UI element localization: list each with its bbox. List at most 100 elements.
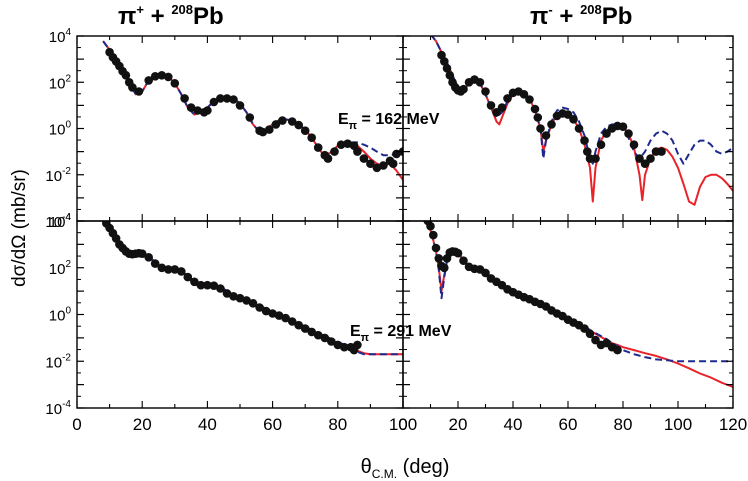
x-tick-label: 20: [133, 415, 152, 434]
y-tick-label: 104: [49, 27, 72, 46]
calc-curve-blue-dashed: [402, 353, 403, 355]
data-point: [196, 280, 206, 290]
y-tick-label: 10-4: [45, 212, 71, 231]
calc-curve-blue-dashed: [430, 36, 733, 165]
data-point: [580, 324, 589, 333]
data-point: [180, 94, 189, 103]
data-point: [353, 340, 362, 350]
data-point: [618, 122, 628, 131]
data-point: [190, 277, 199, 287]
data-point: [503, 94, 512, 103]
data-point: [646, 154, 655, 163]
data-point: [343, 139, 352, 148]
y-tick-label: 100: [49, 120, 72, 139]
data-point: [585, 329, 595, 339]
data-point: [629, 140, 639, 149]
data-point: [203, 280, 212, 290]
data-point: [216, 94, 225, 103]
data-point: [541, 131, 551, 140]
data-point: [336, 140, 346, 149]
y-tick-label: 102: [49, 259, 72, 278]
data-point: [388, 159, 398, 168]
data-point: [635, 154, 644, 163]
data-point: [164, 72, 173, 82]
data-point: [313, 330, 323, 340]
calc-curve-red: [426, 221, 733, 388]
data-point: [150, 259, 160, 268]
data-point: [569, 115, 578, 124]
data-point: [333, 340, 343, 350]
x-tick-label: 100: [664, 415, 692, 434]
data-point: [157, 71, 167, 80]
data-point: [429, 230, 438, 240]
data-point: [265, 125, 274, 134]
data-point: [164, 265, 173, 274]
data-point: [533, 113, 543, 122]
data-point: [574, 124, 584, 133]
data-point: [583, 147, 592, 156]
data-point: [640, 159, 650, 168]
data-point: [379, 161, 388, 170]
x-tick-label: 20: [449, 415, 468, 434]
data-point: [425, 143, 434, 152]
calc-curve-blue-dashed: [426, 221, 733, 363]
data-point: [294, 320, 304, 330]
data-point: [340, 342, 349, 352]
calc-curve-red: [402, 178, 403, 180]
y-tick-label: 104: [49, 212, 72, 231]
data-point: [287, 117, 297, 126]
data-point: [459, 84, 468, 94]
data-point: [177, 267, 186, 276]
data-point: [412, 140, 421, 149]
data-point: [426, 221, 435, 231]
data-point: [591, 154, 600, 163]
data-point: [258, 127, 268, 137]
data-point: [216, 284, 225, 293]
data-point: [157, 263, 167, 273]
data-point: [431, 243, 441, 253]
data-point: [222, 94, 232, 103]
plot-area: [430, 36, 733, 206]
data-point: [300, 324, 310, 333]
x-tick-label: 80: [328, 415, 347, 434]
data-point: [248, 299, 258, 308]
data-point: [327, 337, 336, 346]
y-tick-label: 10-4: [45, 399, 71, 418]
data-point: [245, 113, 255, 122]
data-point: [486, 101, 496, 110]
calc-curve-blue-dashed: [102, 40, 403, 157]
data-point: [434, 254, 444, 263]
data-point: [144, 252, 153, 262]
data-point: [281, 313, 290, 323]
data-point: [229, 292, 238, 301]
data-point: [170, 79, 180, 88]
data-point: [209, 281, 219, 291]
data-point: [209, 97, 219, 107]
y-axis-label: dσ/dΩ (mb/sr): [9, 169, 30, 287]
data-point: [475, 78, 485, 87]
calc-curve-blue-dashed: [402, 151, 403, 153]
data-point: [313, 143, 323, 152]
data-point: [255, 303, 264, 312]
x-tick-label: 60: [263, 415, 282, 434]
data-point: [405, 143, 414, 152]
data-point: [442, 64, 452, 73]
data-point: [307, 133, 317, 142]
data-point: [170, 265, 180, 274]
plot-area: [102, 40, 434, 181]
data-point: [580, 136, 589, 145]
data-point: [242, 296, 251, 305]
energy-label-162: Eπ = 162 MeV: [338, 111, 440, 132]
left-title: π+ + 208Pb: [118, 2, 224, 30]
x-tick-label: 40: [504, 415, 523, 434]
data-point: [320, 333, 330, 343]
data-point: [613, 345, 622, 355]
y-tick-label: 100: [49, 306, 72, 325]
calc-curve-red: [402, 354, 403, 356]
x-tick-label: 80: [614, 415, 633, 434]
data-point: [418, 143, 427, 152]
data-point: [596, 140, 606, 149]
data-point: [525, 95, 534, 104]
energy-label-291: Eπ = 291 MeV: [350, 323, 452, 344]
